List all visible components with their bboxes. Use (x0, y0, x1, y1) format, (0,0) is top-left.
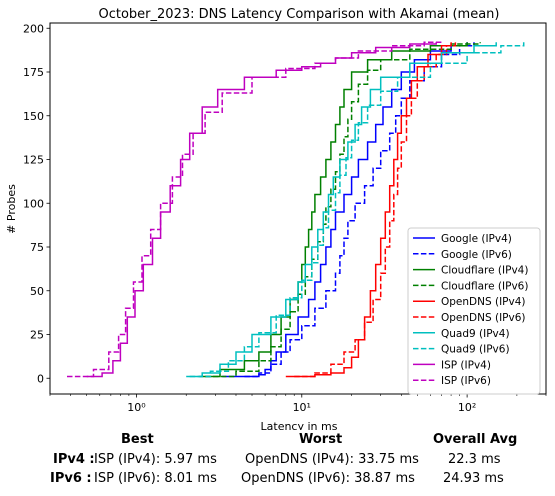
ipv4-row-label: IPv4 : (53, 452, 95, 467)
y-tick-label: 150 (23, 110, 44, 123)
avg-header: Overall Avg (433, 432, 518, 447)
series-line-7 (189, 42, 525, 378)
y-axis: 0 25 50 75 100 125 150 175 200 (23, 22, 50, 385)
series-line-9 (67, 40, 443, 378)
y-tick-label: 125 (23, 154, 44, 167)
legend-frame (407, 227, 541, 395)
x-tick-label: 10² (458, 401, 476, 414)
ipv6-best: ISP (IPv6): 8.01 ms (94, 471, 217, 486)
ipv4-avg: 22.3 ms (448, 452, 501, 467)
legend-label: ISP (IPv6) (441, 375, 491, 387)
ipv4-worst: OpenDNS (IPv4): 33.75 ms (245, 452, 419, 467)
legend-label: OpenDNS (IPv6) (441, 312, 526, 324)
y-axis-label: # Probes (5, 184, 18, 234)
ipv6-worst: OpenDNS (IPv6): 38.87 ms (241, 471, 415, 486)
legend-label: Quad9 (IPv4) (441, 328, 510, 340)
latency-chart: October_2023: DNS Latency Comparison wit… (5, 7, 547, 430)
plot-frame (49, 22, 547, 395)
legend-label: Google (IPv6) (441, 249, 512, 261)
chart-title: October_2023: DNS Latency Comparison wit… (99, 7, 500, 22)
legend-label: Cloudflare (IPv6) (441, 280, 528, 292)
y-tick-label: 0 (37, 372, 44, 385)
series-layer (67, 40, 525, 378)
y-tick-label: 75 (30, 241, 44, 254)
series-line-5 (294, 42, 457, 378)
y-tick-label: 50 (30, 285, 44, 298)
series-line-2 (199, 42, 468, 378)
x-axis: 10⁰ 10¹ 10² (49, 394, 547, 414)
y-tick-label: 100 (23, 197, 44, 210)
ipv6-row-label: IPv6 : (50, 471, 92, 486)
legend-label: Quad9 (IPv6) (441, 344, 510, 356)
x-tick-label: 10⁰ (127, 401, 146, 414)
legend-label: ISP (IPv4) (441, 359, 491, 371)
y-tick-label: 175 (23, 66, 44, 79)
x-tick-label: 10¹ (293, 401, 311, 414)
ipv4-best: ISP (IPv4): 5.97 ms (94, 452, 217, 467)
summary-stats: Best Worst Overall Avg IPv4 : ISP (IPv4)… (0, 430, 555, 496)
x-axis-label: Latency in ms (261, 420, 338, 430)
worst-header: Worst (299, 432, 343, 447)
legend-label: Cloudflare (IPv4) (441, 265, 528, 277)
best-header: Best (121, 432, 154, 447)
y-tick-label: 200 (23, 22, 44, 35)
series-line-0 (222, 42, 468, 378)
ipv6-avg: 24.93 ms (443, 471, 504, 486)
series-line-4 (285, 42, 452, 378)
legend-label: Google (IPv4) (441, 233, 512, 245)
legend: Google (IPv4) Google (IPv6) Cloudflare (IP… (407, 227, 541, 395)
series-line-8 (86, 42, 437, 378)
y-tick-label: 25 (30, 329, 44, 342)
series-line-3 (205, 42, 481, 378)
legend-label: OpenDNS (IPv4) (441, 296, 526, 308)
